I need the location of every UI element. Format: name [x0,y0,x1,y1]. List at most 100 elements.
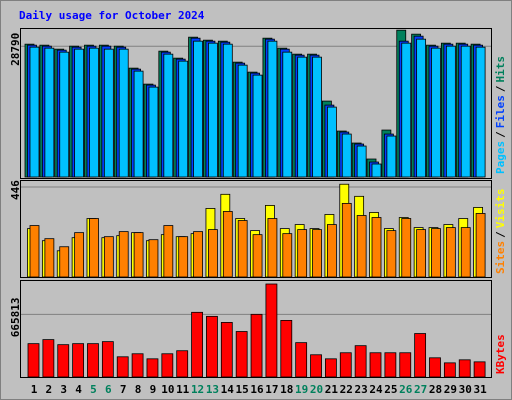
bar [163,53,174,178]
panel-frame [20,180,492,278]
bar [133,232,144,278]
bar [356,215,367,278]
bar [89,218,99,278]
bar [399,352,412,378]
legend: Sites / Visits [494,189,507,275]
bar [193,231,203,278]
bar [237,220,248,278]
x-tick-label: 12 [191,383,204,396]
bar [369,352,382,378]
bar [133,70,144,178]
y-tick-label: 28790 [9,33,22,66]
legend-entry: Files [494,95,507,128]
bar [312,56,322,178]
x-tick-label: 21 [325,383,339,396]
legend-separator: / [494,131,507,138]
bar [429,357,441,378]
bar [371,217,382,278]
bar [312,229,322,278]
legend-separator: / [494,85,507,92]
legend-entry: Sites [494,241,507,274]
bar [206,315,218,378]
bar [131,353,144,378]
x-tick-label: 5 [90,383,97,396]
bar [310,354,322,378]
legend: KBytes [494,334,507,374]
bar [354,345,367,378]
legend-entry: Pages [494,141,507,174]
bar [44,238,55,278]
bar [237,64,248,178]
bar [103,236,114,278]
x-tick-label: 9 [150,383,157,396]
x-tick-label: 15 [236,383,249,396]
bar [297,56,308,178]
bar [118,231,129,278]
bar [460,227,471,278]
x-tick-label: 29 [444,383,457,396]
bar [384,352,397,378]
x-tick-label: 3 [60,383,67,396]
x-tick-label: 26 [399,383,413,396]
bar [178,60,189,178]
bar [267,40,278,178]
bar [295,342,308,378]
bar [235,331,248,378]
bar [431,47,441,178]
y-tick-label: 665813 [9,297,22,337]
bar [148,86,159,178]
bar [176,350,189,378]
bar [475,46,486,178]
bar [116,356,129,378]
bar [250,313,263,378]
x-tick-label: 19 [295,383,308,396]
bar [341,133,352,178]
bar [445,45,456,178]
legend-entry: Hits [494,56,507,83]
x-tick-label: 20 [310,383,323,396]
bar [72,343,85,378]
x-tick-label: 23 [355,383,368,396]
x-tick-label: 10 [161,383,174,396]
x-tick-label: 28 [429,383,442,396]
bar [44,47,55,178]
bar [356,145,367,178]
bar [326,106,337,178]
bar [265,283,278,378]
y-tick-label: 446 [9,180,22,200]
bar [87,343,99,378]
bar [208,42,218,178]
x-tick-label: 11 [176,383,190,396]
x-tick-label: 22 [340,383,353,396]
bar [386,230,397,278]
bar [42,339,55,378]
legend-entry: Visits [494,189,507,229]
bar [267,218,278,278]
x-tick-label: 25 [384,383,397,396]
bar [163,225,174,278]
bar [74,232,85,278]
bar [220,322,233,378]
bar [473,361,486,378]
bar [414,333,427,378]
bar [431,228,441,278]
bar [103,48,114,178]
x-tick-label: 7 [120,383,127,396]
bar [57,344,70,378]
bar [252,74,263,178]
bar [401,42,412,178]
bar [89,47,99,178]
x-tick-label: 8 [135,383,142,396]
bar [416,38,427,178]
bar [178,236,189,278]
bar [148,239,159,278]
bar [416,229,427,278]
bar [29,225,40,278]
x-tick-label: 6 [105,383,112,396]
chart-title: Daily usage for October 2024 [19,9,205,22]
bar [252,234,263,278]
bar [401,218,412,278]
bar [101,341,114,378]
bar [146,358,159,378]
bar [445,227,456,278]
